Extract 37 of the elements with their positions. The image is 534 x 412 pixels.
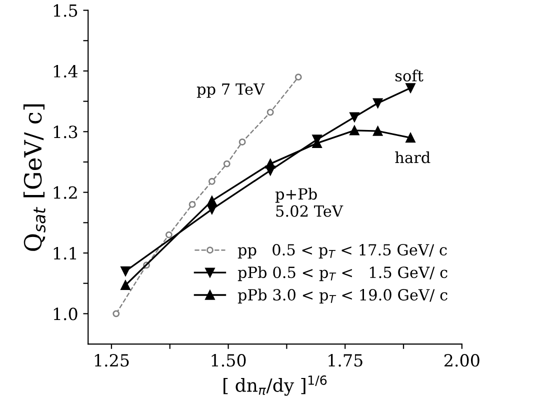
point [372,126,383,136]
x-tick-label: 1.25 [94,354,129,367]
legend-label: pPb 0.5 < p$_{T}$ < 1.5 GeV/ c [238,266,448,282]
x-tick-label: 2.00 [444,354,480,367]
y-axis-title: Q$_{sat}$ [GeV/ c] [23,104,46,251]
point [266,108,274,116]
x-tick-label: 1.50 [212,354,246,367]
point [208,178,216,185]
point [120,266,130,276]
y-tick-label: 1.0 [54,308,78,320]
x-axis-title: [ dn$_{π}$/dy ]$^{1/6}$ [224,375,327,396]
y-tick-label: 1.5 [54,4,78,17]
y-tick-label: 1.1 [54,246,76,260]
point [350,126,360,136]
point [294,74,302,81]
x-tick-label: 1.75 [328,354,362,367]
annotation: pp 7 TeV [196,83,265,98]
point [406,132,416,143]
y-tick-label: 1.4 [54,64,78,78]
y-tick-label: 1.2 [54,186,77,199]
point [406,83,416,93]
annotation: p+Pb 5.02 TeV [275,188,344,217]
annotation: hard [395,151,430,164]
point [238,138,246,146]
legend-label: pPb 3.0 < p$_{T}$ < 19.0 GeV/ c [238,288,448,304]
point [188,200,196,208]
y-tick-label: 1.3 [54,126,78,138]
annotation: soft [395,70,424,82]
point [350,112,360,122]
point [207,196,217,206]
point [265,158,276,169]
point [120,280,130,290]
point [112,310,120,318]
point [223,160,230,168]
point [372,98,383,108]
legend-label: pp 0.5 < p$_{T}$ < 17.5 GeV/ c [238,244,447,259]
point [165,231,172,238]
